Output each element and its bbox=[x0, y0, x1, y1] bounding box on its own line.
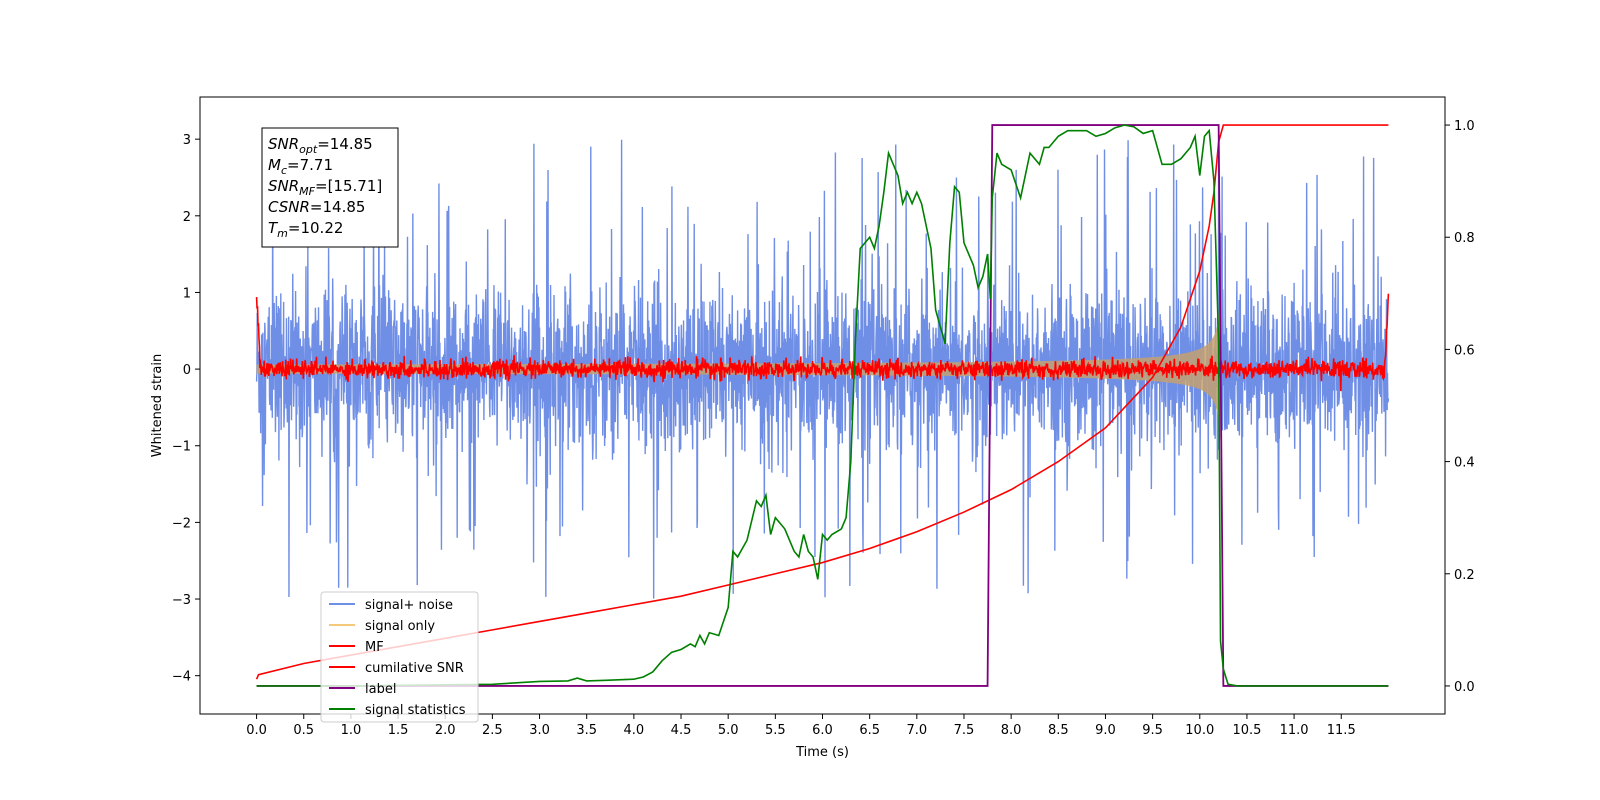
x-axis-label: Time (s) bbox=[795, 745, 849, 760]
annotation-line: SNRMF=[15.71] bbox=[268, 177, 382, 198]
x-tick-label: 1.5 bbox=[388, 723, 409, 738]
x-tick-label: 4.0 bbox=[624, 723, 645, 738]
y-right-tick-label: 0.0 bbox=[1454, 680, 1475, 695]
annotation-line: Tm=10.22 bbox=[268, 219, 343, 240]
x-tick-label: 11.5 bbox=[1327, 723, 1356, 738]
y-right-tick-label: 0.8 bbox=[1454, 231, 1475, 246]
annotation-line: Mc=7.71 bbox=[268, 156, 333, 177]
x-tick-label: 8.5 bbox=[1048, 723, 1069, 738]
legend-entry: signal only bbox=[365, 619, 435, 634]
x-tick-label: 10.0 bbox=[1185, 723, 1214, 738]
y-right-tick-label: 1.0 bbox=[1454, 119, 1475, 134]
y-left-tick-label: −1 bbox=[172, 440, 191, 455]
legend-frame bbox=[320, 591, 479, 723]
series-mf bbox=[255, 293, 1390, 392]
legend-entry: signal+ noise bbox=[365, 598, 453, 613]
annotation-line: CSNR=14.85 bbox=[268, 198, 365, 216]
x-tick-label: 2.0 bbox=[435, 723, 456, 738]
legend-entry: cumilative SNR bbox=[365, 661, 464, 676]
y-left-tick-label: −3 bbox=[172, 593, 191, 608]
series-signal-statistics bbox=[256, 124, 1389, 687]
y-axis-label: Whitened strain bbox=[150, 354, 165, 457]
x-tick-label: 3.5 bbox=[576, 723, 597, 738]
y-axis-right: 0.0 0.2 0.4 0.6 0.8 1.0 bbox=[1445, 119, 1475, 695]
y-left-tick-label: 2 bbox=[183, 210, 191, 225]
x-tick-label: 9.5 bbox=[1142, 723, 1163, 738]
x-tick-label: 6.0 bbox=[812, 723, 833, 738]
y-right-tick-label: 0.4 bbox=[1454, 456, 1475, 471]
annotation-line: SNRopt=14.85 bbox=[268, 135, 373, 156]
y-left-tick-label: 3 bbox=[183, 133, 191, 148]
x-tick-label: 10.5 bbox=[1232, 723, 1261, 738]
x-tick-label: 5.5 bbox=[765, 723, 786, 738]
x-tick-label: 9.0 bbox=[1095, 723, 1116, 738]
x-tick-label: 0.5 bbox=[293, 723, 314, 738]
y-axis-left: 3 2 1 0 −1 −2 −3 −4 bbox=[172, 133, 200, 685]
y-right-tick-label: 0.2 bbox=[1454, 568, 1475, 583]
legend: signal+ noise signal only MF cumilative SNR… bbox=[320, 591, 479, 723]
annotation-frame bbox=[261, 127, 399, 248]
legend-entry: MF bbox=[365, 640, 384, 655]
x-axis: 0.0 0.5 1.0 1.5 2.0 2.5 3.0 3.5 4.0 4.5 5.0 5.5 6.0 6… bbox=[246, 714, 1356, 738]
series-signal-noise bbox=[255, 139, 1390, 599]
y-left-tick-label: 0 bbox=[183, 363, 191, 378]
y-left-tick-label: −4 bbox=[172, 670, 191, 685]
x-tick-label: 4.5 bbox=[671, 723, 692, 738]
x-tick-label: 3.0 bbox=[529, 723, 550, 738]
y-right-tick-label: 0.6 bbox=[1454, 343, 1475, 358]
x-tick-label: 0.0 bbox=[246, 723, 267, 738]
y-left-tick-label: 1 bbox=[183, 286, 191, 301]
x-tick-label: 5.0 bbox=[718, 723, 739, 738]
x-tick-label: 6.5 bbox=[859, 723, 880, 738]
x-tick-label: 7.0 bbox=[906, 723, 927, 738]
x-tick-label: 7.5 bbox=[954, 723, 975, 738]
x-tick-label: 2.5 bbox=[482, 723, 503, 738]
x-tick-label: 11.0 bbox=[1280, 723, 1309, 738]
x-tick-label: 8.0 bbox=[1001, 723, 1022, 738]
stats-annotation-box: SNRopt=14.85Mc=7.71SNRMF=[15.71]CSNR=14.… bbox=[261, 127, 399, 248]
legend-entry: label bbox=[365, 682, 396, 697]
legend-entry: signal statistics bbox=[365, 703, 466, 718]
x-tick-label: 1.0 bbox=[341, 723, 362, 738]
y-left-tick-label: −2 bbox=[172, 516, 191, 531]
